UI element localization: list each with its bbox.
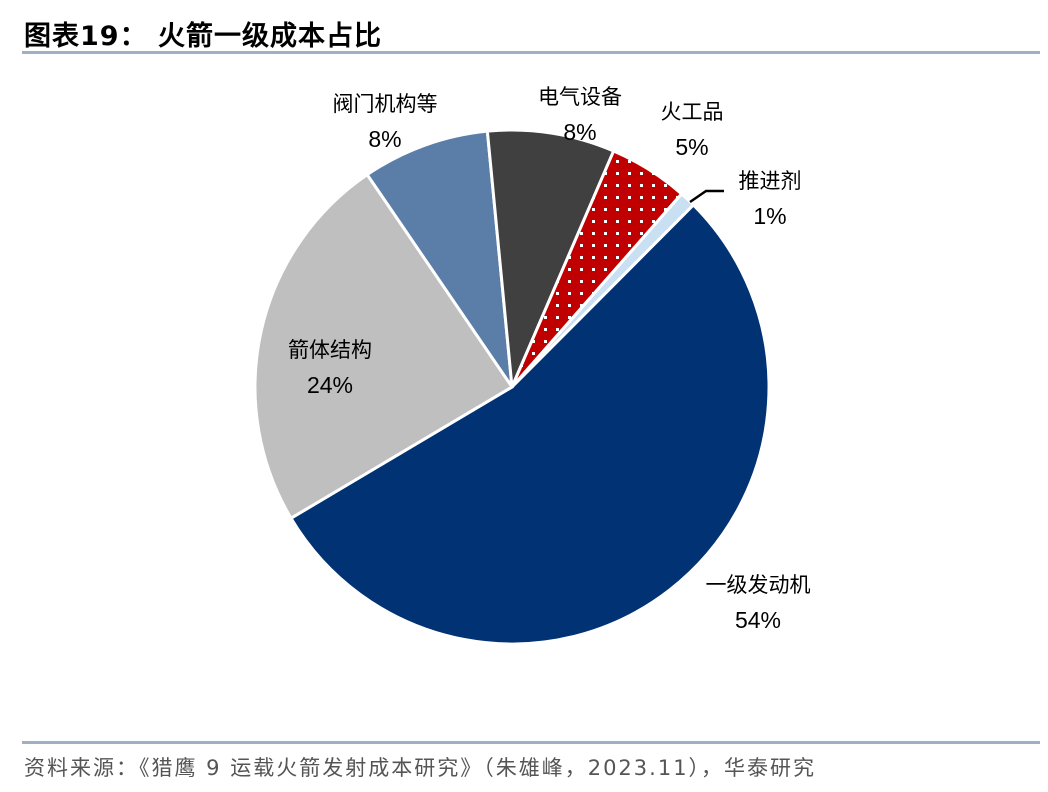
slice-percent: 1%: [753, 203, 786, 229]
slice-label: 一级发动机: [706, 573, 811, 597]
pie-slice-电气设备: [485, 128, 616, 388]
slice-percent: 8%: [563, 119, 596, 145]
footer-rule: [22, 741, 1040, 744]
pie-slice-一级发动机: [288, 202, 771, 646]
figure-title: 图表19： 火箭一级成本占比: [24, 21, 382, 52]
slice-percent: 5%: [675, 134, 708, 160]
source-note: 资料来源：《猎鹰 9 运载火箭发射成本研究》（朱雄峰，2023.11），华泰研究: [24, 756, 817, 780]
slice-percent: 24%: [307, 372, 353, 398]
slice-label: 电气设备: [538, 85, 622, 109]
leader-line-推进剂: [689, 189, 724, 204]
slice-percent: 54%: [735, 607, 781, 633]
pie-slice-箭体结构: [253, 172, 515, 521]
title-rule: [22, 51, 1040, 54]
slice-label: 阀门机构等: [333, 92, 438, 116]
slice-label: 推进剂: [739, 169, 802, 193]
pie-slice-阀门机构等: [365, 129, 514, 388]
slice-percent: 8%: [368, 126, 401, 152]
slice-label: 箭体结构: [288, 338, 372, 362]
slice-label: 火工品: [661, 100, 724, 124]
